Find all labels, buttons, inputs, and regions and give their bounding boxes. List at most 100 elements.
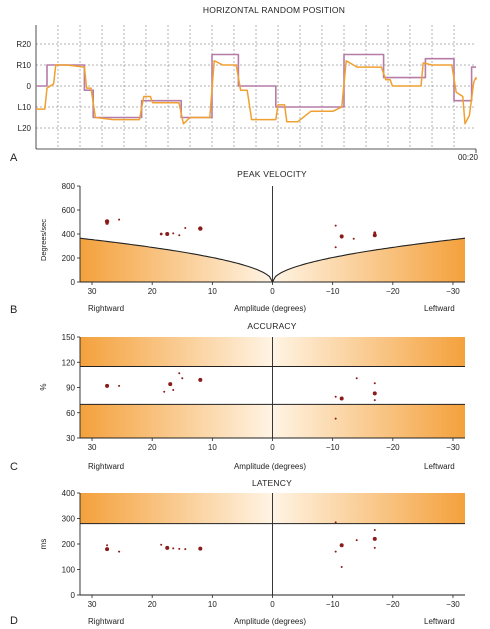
x-tick-label: 10 xyxy=(208,600,217,609)
data-point xyxy=(372,391,377,396)
data-point xyxy=(334,417,337,420)
data-point xyxy=(163,390,166,393)
data-point xyxy=(355,377,358,380)
data-point xyxy=(198,377,203,382)
data-point xyxy=(334,246,337,249)
panel-b-plot: 0 200 400 600 800 30 20 10 0 −10 −20 −30 xyxy=(62,182,466,296)
y-tick-label: 150 xyxy=(62,333,76,342)
target-position-line xyxy=(36,53,476,119)
data-point xyxy=(178,372,181,375)
data-point xyxy=(165,232,170,236)
data-point xyxy=(118,550,121,553)
panel-letter-c: C xyxy=(10,461,18,473)
y-tick-label: 200 xyxy=(62,254,76,263)
data-point xyxy=(372,536,377,541)
x-tick-label: −20 xyxy=(386,600,400,609)
y-tick-label: R20 xyxy=(16,40,31,49)
data-point xyxy=(172,232,175,235)
y-tick-label: 400 xyxy=(62,489,76,498)
y-tick-label: 0 xyxy=(71,278,76,287)
panel-a-position-trace: HORIZONTAL RANDOM POSITION R20 R10 0 L10… xyxy=(10,5,479,164)
data-point xyxy=(184,227,187,229)
panel-a-y-tick-labels: R20 R10 0 L10 L20 xyxy=(16,40,31,133)
x-tick-label: 10 xyxy=(208,443,217,452)
y-tick-label: 30 xyxy=(66,434,75,443)
y-tick-label: 400 xyxy=(62,230,76,239)
x-tick-label: 0 xyxy=(270,443,275,452)
panel-c-left-label: Rightward xyxy=(88,462,124,471)
data-point xyxy=(178,234,181,237)
y-tick-label: 60 xyxy=(66,409,75,418)
time-end-label: 00:20 xyxy=(458,153,479,162)
data-point xyxy=(118,218,121,221)
panel-d-left-label: Rightward xyxy=(88,617,124,626)
y-tick-label: 100 xyxy=(62,566,76,575)
y-tick-label: L10 xyxy=(18,103,32,112)
x-tick-label: −30 xyxy=(446,600,460,609)
data-point xyxy=(339,234,344,239)
data-point xyxy=(340,236,343,239)
panel-b-title: PEAK VELOCITY xyxy=(237,169,307,179)
panel-b-left-label: Rightward xyxy=(88,304,124,313)
data-point xyxy=(339,396,344,401)
panel-c-xlabel: Amplitude (degrees) xyxy=(234,462,306,471)
x-tick-label: −30 xyxy=(446,443,460,452)
data-point xyxy=(373,528,376,531)
x-tick-label: 0 xyxy=(270,600,275,609)
panel-a-series xyxy=(36,53,477,125)
data-point xyxy=(198,546,203,551)
data-point xyxy=(339,543,344,548)
data-point xyxy=(159,232,163,236)
data-point xyxy=(172,547,175,550)
data-point xyxy=(373,382,376,385)
panel-c-plot: 30 60 90 120 150 30 20 10 0 −10 −20 −30 xyxy=(62,333,465,452)
data-point xyxy=(334,224,337,227)
y-tick-label: L20 xyxy=(18,124,32,133)
x-tick-label: 20 xyxy=(148,600,157,609)
panel-b-peak-velocity: PEAK VELOCITY 0 200 400 600 800 30 20 10 0 −10 −20… xyxy=(10,169,466,316)
data-point xyxy=(373,546,376,549)
data-point xyxy=(372,233,377,238)
data-point xyxy=(198,226,203,231)
x-tick-label: 30 xyxy=(88,600,97,609)
y-tick-label: R10 xyxy=(16,61,31,70)
x-tick-label: −20 xyxy=(386,443,400,452)
data-point xyxy=(168,382,173,387)
panel-letter-b: B xyxy=(10,304,17,316)
data-point xyxy=(105,383,110,388)
x-tick-label: −30 xyxy=(446,287,460,296)
data-point xyxy=(160,543,163,546)
data-point xyxy=(352,237,355,240)
x-tick-label: 20 xyxy=(148,443,157,452)
y-tick-label: 800 xyxy=(62,182,76,191)
data-point xyxy=(105,547,110,552)
y-tick-label: 200 xyxy=(62,540,76,549)
panel-c-title: ACCURACY xyxy=(247,321,296,331)
panel-d-title: LATENCY xyxy=(252,478,292,488)
data-point xyxy=(373,399,376,402)
x-tick-label: 0 xyxy=(270,287,275,296)
data-point xyxy=(178,547,181,550)
data-point xyxy=(334,521,337,524)
data-point xyxy=(106,544,109,547)
panel-b-xlabel: Amplitude (degrees) xyxy=(234,304,306,313)
data-point xyxy=(105,221,109,225)
x-tick-label: −10 xyxy=(326,443,340,452)
panel-d-ylabel: ms xyxy=(39,539,48,550)
x-tick-label: 20 xyxy=(148,287,157,296)
y-tick-label: 120 xyxy=(62,358,76,367)
data-point xyxy=(340,565,343,568)
y-tick-label: 90 xyxy=(66,384,75,393)
y-tick-label: 600 xyxy=(62,206,76,215)
panel-a-title: HORIZONTAL RANDOM POSITION xyxy=(203,5,345,15)
x-tick-label: 10 xyxy=(208,287,217,296)
panel-b-ylabel: Degrees/sec xyxy=(39,219,48,261)
data-point xyxy=(118,384,121,387)
y-tick-label: 0 xyxy=(27,82,32,91)
panel-letter-d: D xyxy=(10,615,18,627)
data-point xyxy=(165,545,170,550)
x-tick-label: 30 xyxy=(88,443,97,452)
